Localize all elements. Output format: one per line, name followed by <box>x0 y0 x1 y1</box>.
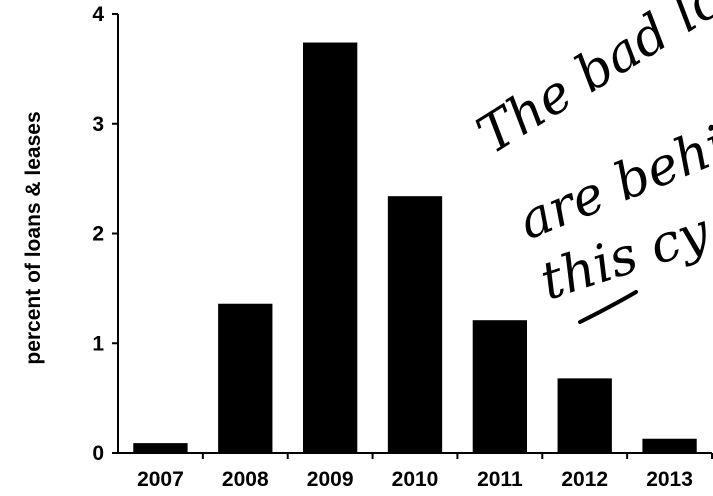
x-tick-label-2008: 2008 <box>222 468 269 491</box>
bars <box>133 42 697 453</box>
bar-2009 <box>302 42 358 453</box>
x-tick-label-2013: 2013 <box>646 468 693 491</box>
y-axis-ticks: 0 1 2 3 4 <box>92 3 118 465</box>
y-tick-label: 0 <box>92 442 104 465</box>
y-tick-label: 2 <box>92 223 104 246</box>
annotation-underline <box>578 290 638 324</box>
x-tick-label-2011: 2011 <box>477 468 523 491</box>
x-tick-label-2012: 2012 <box>561 468 608 491</box>
x-tick-label-2010: 2010 <box>392 468 439 491</box>
x-tick-label-2009: 2009 <box>307 468 354 491</box>
x-axis-ticks: 2007 2008 2009 2010 2011 2012 2013 <box>137 453 713 491</box>
bar-2011 <box>472 320 528 453</box>
y-tick-label: 3 <box>92 113 104 136</box>
bar-2007 <box>133 443 188 453</box>
x-tick-label-2007: 2007 <box>137 468 184 491</box>
bar-2010 <box>387 196 443 453</box>
y-axis-label: percent of loans & leases <box>22 111 45 364</box>
handwritten-annotation: The bad lo are behi this cy <box>467 0 713 324</box>
bar-2012 <box>557 378 612 453</box>
bar-2013 <box>642 438 697 453</box>
y-tick-label: 4 <box>92 3 104 26</box>
y-tick-label: 1 <box>92 332 104 355</box>
bar-2008 <box>218 303 273 453</box>
